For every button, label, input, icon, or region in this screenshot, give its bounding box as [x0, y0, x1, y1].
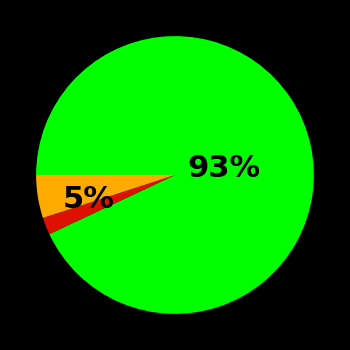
Text: 93%: 93%	[187, 154, 260, 183]
Wedge shape	[36, 36, 314, 314]
Wedge shape	[36, 175, 175, 218]
Text: 5%: 5%	[63, 186, 115, 215]
Wedge shape	[43, 175, 175, 234]
